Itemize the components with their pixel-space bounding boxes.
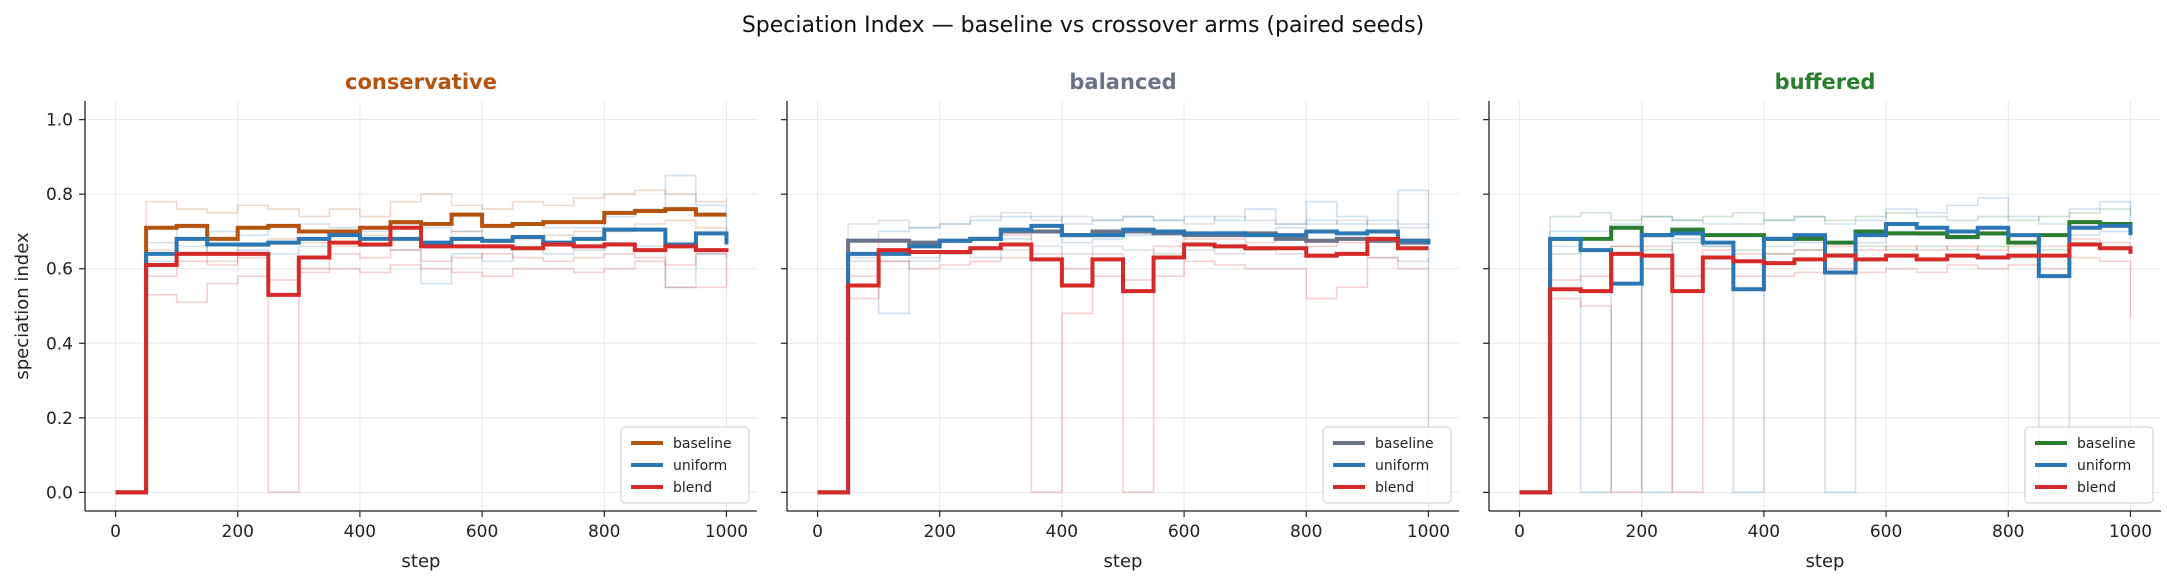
series-line-uniform [1519, 222, 2133, 495]
seed-trace-line [115, 249, 728, 494]
legend-label: blend [1375, 480, 1414, 496]
x-tick-label: 600 [1168, 522, 1200, 542]
x-tick-label: 0 [110, 522, 121, 542]
legend-box [620, 426, 750, 504]
x-axis-label: step [1104, 551, 1143, 572]
panel-title: conservative [345, 70, 497, 94]
x-tick-label: 1000 [705, 522, 748, 542]
legend-box [2024, 426, 2154, 504]
series-line-blend [115, 225, 729, 495]
panel-balanced: 0 200 400 600 800 1000 balanced step baseline uni… [781, 70, 1459, 572]
legend-label: baseline [1375, 436, 1434, 452]
legend-label: uniform [673, 458, 727, 474]
seed-trace-line [115, 260, 728, 494]
x-tick-label: 200 [924, 522, 956, 542]
legend-label: baseline [2077, 436, 2136, 452]
seed-trace-line [115, 189, 728, 494]
seed-trace-line [1519, 197, 2132, 494]
panel-title: balanced [1069, 70, 1176, 94]
seed-trace-line [817, 208, 1429, 494]
x-tick-label: 800 [1992, 522, 2024, 542]
y-tick-label: 0.2 [46, 409, 73, 429]
legend: baseline uniform blend [2024, 426, 2154, 504]
series-line-blend [1519, 242, 2133, 495]
series-line-uniform [817, 223, 1431, 495]
legend-label: baseline [673, 436, 732, 452]
x-tick-label: 800 [588, 522, 620, 542]
x-tick-label: 400 [1046, 522, 1078, 542]
x-tick-label: 600 [1870, 522, 1902, 542]
x-tick-label: 400 [1748, 522, 1780, 542]
x-tick-label: 600 [466, 522, 498, 542]
y-tick-label: 0.6 [46, 260, 73, 280]
legend: baseline uniform blend [1322, 426, 1452, 504]
y-tick-label: 0.4 [46, 334, 73, 354]
x-tick-label: 0 [812, 522, 823, 542]
x-tick-label: 200 [1626, 522, 1658, 542]
legend-label: uniform [2077, 458, 2131, 474]
y-tick-label: 0.0 [46, 483, 73, 503]
series-line-baseline [115, 207, 727, 495]
series-line-blend [817, 236, 1429, 495]
x-axis-label: step [1806, 551, 1845, 572]
series-line-uniform [115, 227, 729, 495]
legend-label: blend [2077, 480, 2116, 496]
x-tick-label: 1000 [2109, 522, 2152, 542]
y-axis-label: speciation index [12, 232, 33, 380]
y-tick-label: 1.0 [46, 111, 73, 131]
x-tick-label: 1000 [1407, 522, 1450, 542]
x-tick-label: 0 [1514, 522, 1525, 542]
seed-trace-line [817, 212, 1430, 494]
legend-label: uniform [1375, 458, 1429, 474]
figure-title: Speciation Index — baseline vs crossover… [742, 13, 1424, 38]
x-tick-label: 800 [1290, 522, 1322, 542]
x-tick-label: 400 [344, 522, 376, 542]
legend-box [1322, 426, 1452, 504]
panel-buffered: 0 200 400 600 800 1000 buffered step baseline uni… [1483, 70, 2161, 572]
panel-title: buffered [1775, 70, 1876, 94]
legend-label: blend [673, 480, 712, 496]
x-axis-label: step [402, 551, 441, 572]
panel-conservative: 0 200 400 600 800 1000 0.0 0.2 0.4 0.6 0.8 1.0 conse… [12, 70, 757, 572]
seed-trace-line [1519, 238, 2132, 494]
y-tick-label: 0.8 [46, 185, 73, 205]
panels: 0 200 400 600 800 1000 0.0 0.2 0.4 0.6 0.8 1.0 conse… [12, 70, 2161, 572]
seed-trace-line [1519, 208, 2132, 494]
legend: baseline uniform blend [620, 426, 750, 504]
x-tick-label: 200 [222, 522, 254, 542]
